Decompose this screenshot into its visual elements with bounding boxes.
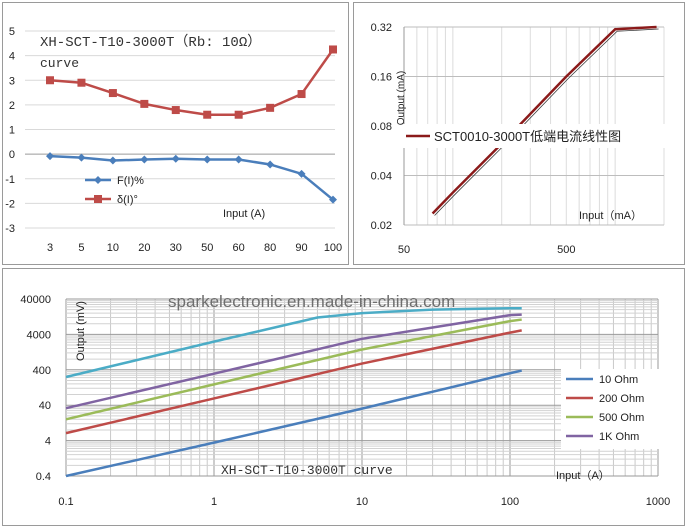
x-axis-label: Input (A) [223,208,265,220]
x-tick-label: 30 [170,242,182,254]
series-line-shadow [434,28,659,216]
chart-panel-accuracy: -3 -2 -1 0 1 2 3 4 5 3 5 10 20 30 50 60 80 90 100 F(I)% δ(… [2,2,349,265]
y-tick-label: 1 [9,125,15,137]
data-point [46,152,54,161]
y-tick-label: -3 [5,223,15,235]
chart-title-line2: curve [40,56,79,71]
legend-label: SCT0010-3000T低端电流线性图 [434,129,621,144]
x-tick-label: 100 [501,496,519,508]
chart-panel-output-curve: 0.4 4 40 400 4000 40000 0.1 1 10 100 1000 10 Ohm 2… [2,268,685,526]
y-tick-label: 0.32 [371,22,392,34]
y-tick-label: 0.4 [36,471,51,483]
chart-panel-low-end-linearity: 0.02 0.04 0.08 0.16 0.32 50 500 SCT0010-3000T… [353,2,685,265]
chart-accuracy: -3 -2 -1 0 1 2 3 4 5 3 5 10 20 30 50 60 80 90 100 F(I)% δ(… [5,26,342,254]
legend-label: δ(I)° [117,194,138,206]
legend-label: 500 Ohm [599,412,644,424]
legend-marker [94,195,102,203]
y-tick-label: 40000 [20,294,51,306]
legend-marker [94,176,102,184]
x-tick-label: 80 [264,242,276,254]
data-point [266,160,275,169]
data-point [297,90,306,99]
x-tick-label: 90 [295,242,307,254]
x-tick-label: 3 [47,242,53,254]
x-tick-label: 60 [233,242,245,254]
data-point [140,99,149,108]
x-tick-label: 1000 [646,496,670,508]
series-line-200-ohm [65,329,522,435]
data-point [234,155,243,164]
legend-label: 1K Ohm [599,431,639,443]
chart-title: XH-SCT-T10-3000T（Rb: 10Ω） [40,34,261,51]
series-line-i [49,48,335,116]
x-tick-label: 1 [211,496,217,508]
x-tick-label: 5 [78,242,84,254]
legend-label: 200 Ohm [599,393,644,405]
x-tick-label: 10 [356,496,368,508]
y-tick-label: 0.04 [371,171,392,183]
data-point [329,195,337,204]
y-axis-label: Output (mA) [396,71,407,125]
chart-title: XH-SCT-T10-3000T curve [221,463,393,478]
legend-label: F(I)% [117,175,144,187]
x-axis-label: Input（A） [556,469,610,482]
data-point [329,45,337,54]
y-tick-label: 2 [9,100,15,112]
chart-low-end-linearity: 0.02 0.04 0.08 0.16 0.32 50 500 SCT0010-3000T… [371,22,667,256]
x-tick-label: 0.1 [58,496,73,508]
y-tick-label: 3 [9,75,15,87]
data-point [266,103,275,112]
data-point [77,153,86,162]
y-tick-label: 0 [9,149,15,161]
y-tick-label: 4000 [27,329,51,341]
y-tick-label: -1 [5,174,15,186]
x-tick-label: 50 [201,242,213,254]
data-point [77,78,86,87]
data-point [203,155,212,164]
x-tick-label: 10 [107,242,119,254]
series-line-500-ohm [65,318,522,421]
data-point [171,106,180,115]
y-tick-label: -2 [5,198,15,210]
y-tick-label: 0.02 [371,220,392,232]
x-axis-label: Input（mA） [579,209,642,222]
data-point [297,169,306,178]
watermark: sparkelectronic.en.made-in-china.com [168,292,455,311]
y-tick-label: 5 [9,26,15,38]
x-tick-label: 50 [398,244,410,256]
data-point [234,110,243,119]
y-tick-label: 0.08 [371,121,392,133]
series-line-low-end-linearity [431,25,657,215]
series-line-1k-ohm [65,313,522,410]
data-point [46,76,54,85]
data-point [171,154,180,163]
data-point [108,156,117,165]
series-line-f-i [49,154,334,201]
y-tick-label: 0.16 [371,72,392,84]
legend-label: 10 Ohm [599,374,638,386]
data-point [203,110,212,119]
x-tick-label: 500 [557,244,575,256]
y-axis-label: Output (mV) [75,301,87,361]
x-tick-label: 100 [324,242,342,254]
series-line-10-ohm [65,369,522,478]
data-point [140,155,149,164]
series-line-saturation [65,306,522,379]
y-tick-label: 4 [9,51,15,63]
legend-box [402,124,667,148]
y-tick-label: 40 [39,400,51,412]
chart-output-curve: 0.4 4 40 400 4000 40000 0.1 1 10 100 1000 10 Ohm 2… [20,292,670,508]
y-tick-label: 4 [45,436,51,448]
x-tick-label: 20 [138,242,150,254]
data-point [108,89,117,98]
y-tick-label: 400 [33,365,51,377]
